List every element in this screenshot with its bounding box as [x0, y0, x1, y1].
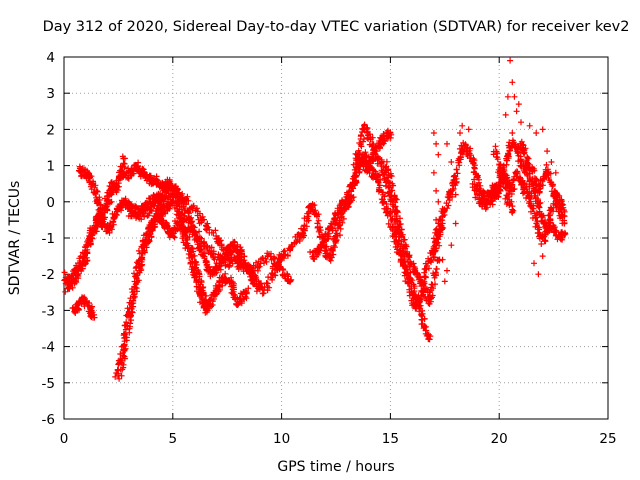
y-axis-label: SDTVAR / TECUs: [7, 181, 23, 296]
y-tick-label: -2: [42, 267, 55, 283]
y-tick-label: -4: [42, 340, 55, 356]
y-tick-label: -3: [42, 303, 55, 319]
y-tick-label: 0: [46, 195, 55, 211]
y-tick-labels: -6 -5 -4 -3 -2 -1 0 1 2 3 4: [42, 50, 55, 428]
y-tick-label: -5: [42, 376, 55, 392]
y-tick-label: 2: [46, 122, 55, 138]
chart-title: Day 312 of 2020, Sidereal Day-to-day VTE…: [43, 19, 630, 35]
x-tick-label: 15: [382, 431, 399, 447]
sdtvar-data-markers: [61, 57, 569, 382]
y-tick-label: 3: [46, 86, 55, 102]
y-tick-label: -6: [42, 412, 55, 428]
axis-ticks: [63, 56, 609, 420]
x-axis-label: GPS time / hours: [277, 459, 394, 475]
x-tick-label: 0: [60, 431, 69, 447]
y-tick-label: -1: [42, 231, 55, 247]
x-tick-label: 20: [491, 431, 508, 447]
y-tick-label: 1: [46, 159, 55, 175]
x-tick-label: 5: [169, 431, 178, 447]
grid-lines: [64, 57, 608, 419]
x-tick-label: 25: [599, 431, 616, 447]
y-tick-label: 4: [46, 50, 55, 66]
x-tick-labels: 0 5 10 15 20 25: [60, 431, 617, 447]
x-tick-label: 10: [273, 431, 290, 447]
data-points: [61, 57, 569, 382]
